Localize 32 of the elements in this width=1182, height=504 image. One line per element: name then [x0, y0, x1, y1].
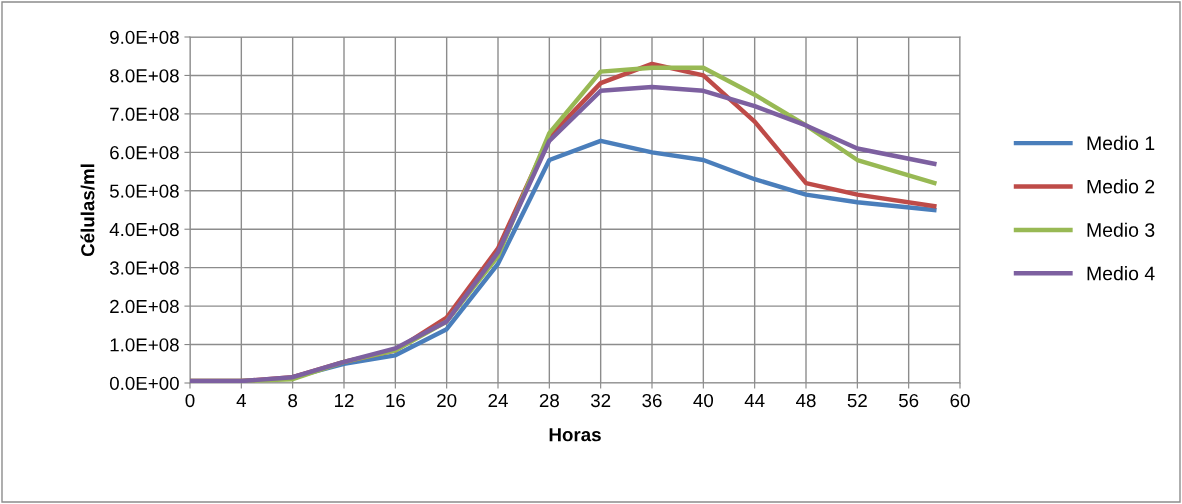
- x-tick-label: 52: [847, 393, 867, 408]
- legend-label: Medio 3: [1087, 222, 1155, 237]
- x-tick-label: 8: [288, 393, 298, 408]
- x-tick-label: 16: [386, 393, 405, 408]
- y-tick-label: 1.0E+08: [110, 338, 179, 352]
- x-tick-label: 48: [796, 393, 816, 408]
- y-tick-label: 3.0E+08: [109, 261, 179, 275]
- y-tick-label: 7.0E+08: [110, 107, 179, 121]
- y-tick-label: 2.0E+08: [110, 299, 179, 314]
- y-tick-label: 5.0E+08: [109, 184, 179, 198]
- x-tick-label: 28: [539, 393, 559, 408]
- x-tick-label: 60: [950, 393, 970, 408]
- legend-label: Medio 4: [1087, 266, 1155, 281]
- legend-label: Medio 1: [1087, 135, 1155, 151]
- x-tick-label: 32: [590, 393, 611, 408]
- y-tick-label: 0.0E+00: [109, 376, 179, 390]
- y-tick-label: 6.0E+08: [110, 146, 179, 160]
- x-tick-label: 44: [744, 394, 765, 407]
- x-tick-label: 12: [335, 393, 354, 407]
- x-tick-label: 0: [185, 393, 195, 408]
- x-tick-label: 36: [642, 393, 662, 408]
- x-tick-label: 4: [236, 394, 246, 407]
- x-tick-label: 56: [898, 393, 919, 408]
- y-tick-label: 8.0E+08: [110, 69, 179, 83]
- y-tick-label: 9.0E+08: [110, 30, 179, 44]
- legend-label: Medio 2: [1087, 179, 1155, 194]
- y-axis-title: Células/ml: [80, 164, 95, 257]
- x-tick-label: 20: [437, 393, 457, 408]
- y-tick-label: 4.0E+08: [109, 222, 179, 237]
- x-tick-label: 24: [488, 393, 508, 407]
- x-axis-title: Horas: [549, 428, 601, 442]
- x-tick-label: 40: [693, 393, 714, 408]
